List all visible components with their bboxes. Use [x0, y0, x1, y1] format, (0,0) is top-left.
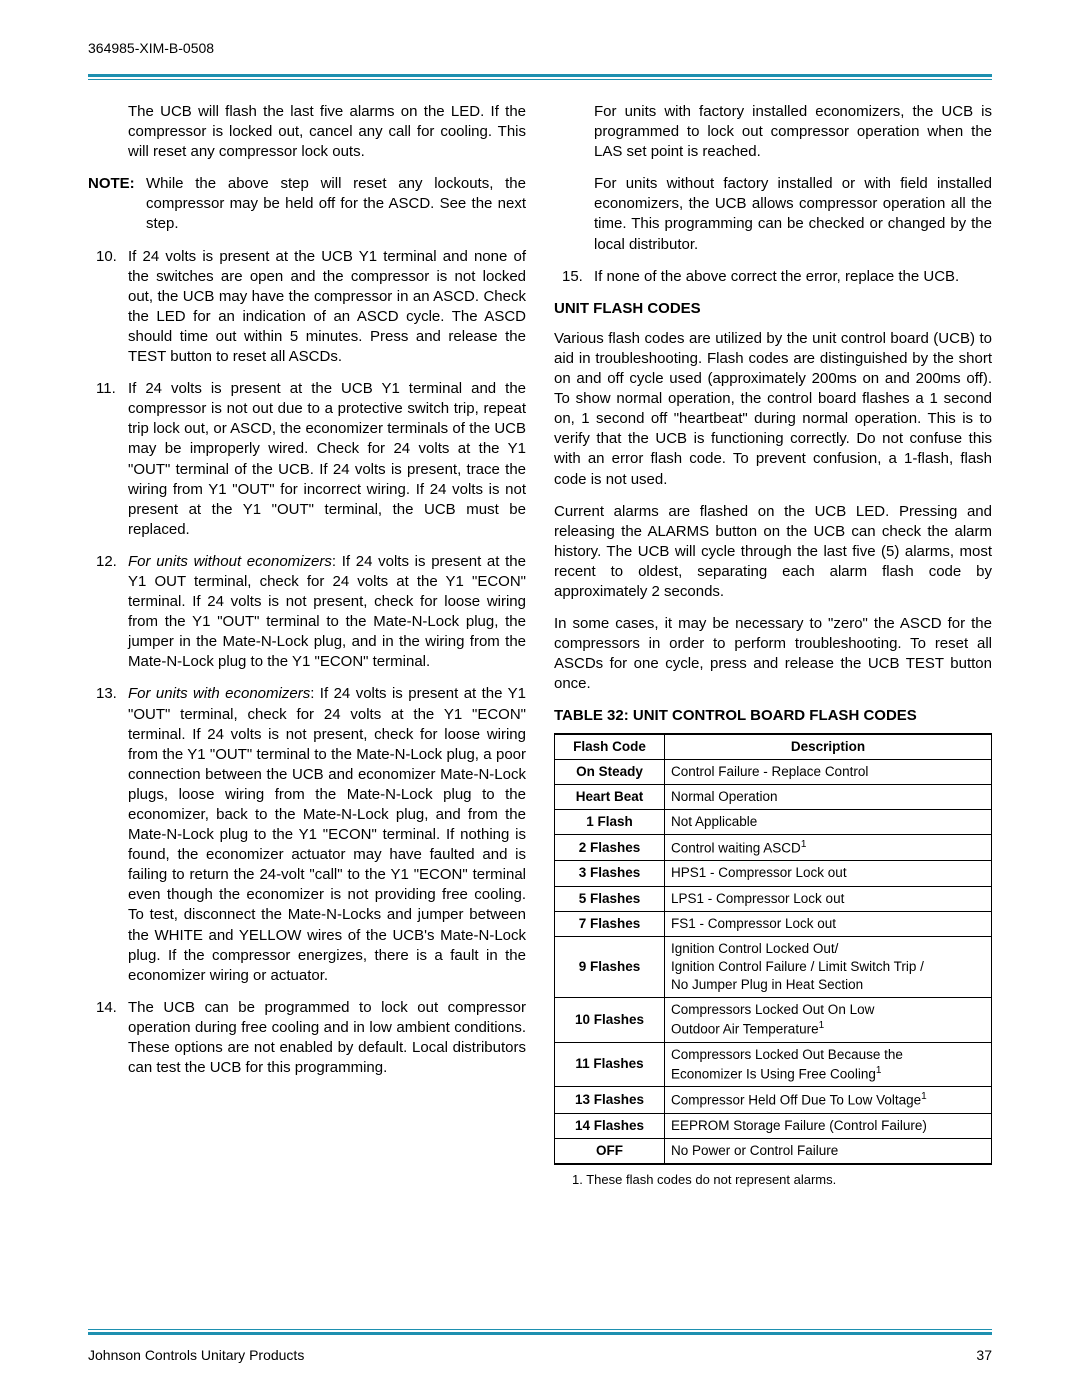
list-marker: 10. [88, 247, 128, 368]
table-row: OFFNo Power or Control Failure [555, 1138, 992, 1164]
flash-code-cell: 14 Flashes [555, 1113, 665, 1138]
list-item: 15. If none of the above correct the err… [554, 267, 992, 287]
flash-desc-cell: HPS1 - Compressor Lock out [665, 861, 992, 886]
table-row: 2 FlashesControl waiting ASCD1 [555, 834, 992, 861]
flash-desc-cell: LPS1 - Compressor Lock out [665, 886, 992, 911]
list-item: 13. For units with economizers: If 24 vo… [88, 684, 526, 985]
lead-italic: For units with economizers [128, 685, 310, 702]
list-marker: 13. [88, 684, 128, 985]
top-rule [88, 74, 992, 80]
flash-desc-cell: FS1 - Compressor Lock out [665, 911, 992, 936]
flash-code-cell: Heart Beat [555, 784, 665, 809]
note-label-text: NOTE: [88, 175, 135, 192]
doc-id-header: 364985-XIM-B-0508 [88, 40, 992, 56]
list-body: For units with economizers: If 24 volts … [128, 684, 526, 985]
lead-italic: For units without economizers [128, 553, 332, 570]
flash-desc-cell: Control Failure - Replace Control [665, 759, 992, 784]
flash-para-3: In some cases, it may be necessary to "z… [554, 614, 992, 694]
table-footnote: 1. These flash codes do not represent al… [554, 1171, 992, 1188]
flash-code-cell: 7 Flashes [555, 911, 665, 936]
table-row: 10 FlashesCompressors Locked Out On LowO… [555, 997, 992, 1042]
flash-desc-cell: Compressors Locked Out On LowOutdoor Air… [665, 997, 992, 1042]
left-column: The UCB will flash the last five alarms … [88, 102, 526, 1188]
flash-code-cell: 11 Flashes [555, 1042, 665, 1087]
section-heading-flash-codes: UNIT FLASH CODES [554, 299, 992, 319]
list-body: For units without economizers: If 24 vol… [128, 552, 526, 673]
flash-code-cell: 13 Flashes [555, 1087, 665, 1114]
flash-code-cell: 5 Flashes [555, 886, 665, 911]
flash-desc-cell: Not Applicable [665, 809, 992, 834]
table-head-code: Flash Code [555, 734, 665, 760]
note-row: NOTE: While the above step will reset an… [88, 174, 526, 234]
table-row: 14 FlashesEEPROM Storage Failure (Contro… [555, 1113, 992, 1138]
flash-desc-cell: No Power or Control Failure [665, 1138, 992, 1164]
note-body: While the above step will reset any lock… [146, 174, 526, 234]
footer-left: Johnson Controls Unitary Products [88, 1347, 304, 1363]
list-item: 12. For units without economizers: If 24… [88, 552, 526, 673]
flash-code-cell: OFF [555, 1138, 665, 1164]
item-rest: : If 24 volts is present at the Y1 OUT t… [128, 553, 526, 670]
table-row: 9 FlashesIgnition Control Locked Out/Ign… [555, 936, 992, 997]
list-body: If 24 volts is present at the UCB Y1 ter… [128, 247, 526, 368]
flash-desc-cell: EEPROM Storage Failure (Control Failure) [665, 1113, 992, 1138]
flash-desc-cell: Ignition Control Locked Out/Ignition Con… [665, 936, 992, 997]
flash-desc-cell: Normal Operation [665, 784, 992, 809]
right-para-1: For units with factory installed economi… [594, 102, 992, 162]
right-para-2: For units without factory installed or w… [594, 174, 992, 254]
right-column: For units with factory installed economi… [554, 102, 992, 1188]
bottom-rule [88, 1329, 992, 1335]
table-row: 3 FlashesHPS1 - Compressor Lock out [555, 861, 992, 886]
table-row: On SteadyControl Failure - Replace Contr… [555, 759, 992, 784]
note-label: NOTE: [88, 174, 146, 234]
list-item: 11. If 24 volts is present at the UCB Y1… [88, 379, 526, 540]
flash-para-2: Current alarms are flashed on the UCB LE… [554, 502, 992, 602]
flash-code-cell: 1 Flash [555, 809, 665, 834]
flash-desc-cell: Compressors Locked Out Because theEconom… [665, 1042, 992, 1087]
footer-page-number: 37 [976, 1347, 992, 1363]
flash-code-cell: 9 Flashes [555, 936, 665, 997]
list-item: 10. If 24 volts is present at the UCB Y1… [88, 247, 526, 368]
item-rest: : If 24 volts is present at the Y1 "OUT"… [128, 685, 526, 983]
flash-code-cell: 2 Flashes [555, 834, 665, 861]
list-body: If 24 volts is present at the UCB Y1 ter… [128, 379, 526, 540]
flash-para-1: Various flash codes are utilized by the … [554, 329, 992, 490]
list-marker: 14. [88, 998, 128, 1078]
table-row: Heart BeatNormal Operation [555, 784, 992, 809]
two-column-layout: The UCB will flash the last five alarms … [88, 102, 992, 1188]
flash-code-cell: On Steady [555, 759, 665, 784]
table-title: TABLE 32: UNIT CONTROL BOARD FLASH CODES [554, 706, 992, 726]
list-body: The UCB can be programmed to lock out co… [128, 998, 526, 1078]
list-marker: 11. [88, 379, 128, 540]
list-body: If none of the above correct the error, … [594, 267, 992, 287]
flash-code-cell: 10 Flashes [555, 997, 665, 1042]
flash-desc-cell: Control waiting ASCD1 [665, 834, 992, 861]
page-footer: Johnson Controls Unitary Products 37 [88, 1347, 992, 1363]
flash-desc-cell: Compressor Held Off Due To Low Voltage1 [665, 1087, 992, 1114]
table-row: 5 FlashesLPS1 - Compressor Lock out [555, 886, 992, 911]
intro-paragraph: The UCB will flash the last five alarms … [128, 102, 526, 162]
flash-codes-table: Flash Code Description On SteadyControl … [554, 733, 992, 1165]
table-row: 1 FlashNot Applicable [555, 809, 992, 834]
table-row: 7 FlashesFS1 - Compressor Lock out [555, 911, 992, 936]
list-marker: 15. [554, 267, 594, 287]
table-head-desc: Description [665, 734, 992, 760]
table-row: 13 FlashesCompressor Held Off Due To Low… [555, 1087, 992, 1114]
list-item: 14. The UCB can be programmed to lock ou… [88, 998, 526, 1078]
table-row: 11 FlashesCompressors Locked Out Because… [555, 1042, 992, 1087]
list-marker: 12. [88, 552, 128, 673]
flash-code-cell: 3 Flashes [555, 861, 665, 886]
